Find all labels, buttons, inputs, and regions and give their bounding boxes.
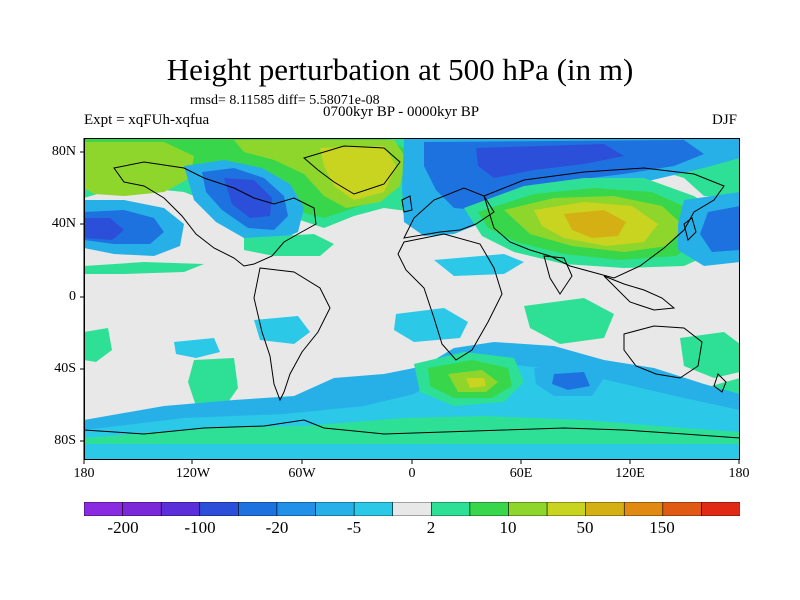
colorbar-label: -20	[265, 518, 289, 537]
colorbar-swatch	[122, 502, 162, 516]
lon-label-60e: 60E	[509, 466, 533, 481]
colorbar-swatch	[353, 502, 394, 516]
field-eurasia-core	[476, 144, 624, 178]
colorbar-swatch	[662, 502, 702, 516]
colorbar-swatch	[84, 502, 124, 516]
field-pacific-green	[84, 262, 204, 274]
field-sp-green-right	[680, 332, 740, 378]
lon-label-120w: 120W	[175, 466, 211, 481]
field-eastpac-core	[84, 218, 124, 240]
lat-label-0: 0	[69, 289, 76, 304]
field-carib-green	[244, 234, 334, 256]
colorbar-swatch	[160, 502, 201, 516]
field-asia-ochre	[564, 210, 626, 238]
europe-coast	[403, 187, 495, 239]
asia-coast	[483, 167, 725, 279]
colorbar-swatch	[701, 502, 740, 516]
lon-label-60w: 60W	[288, 466, 316, 481]
map-panel	[84, 138, 740, 460]
colorbar-swatch	[276, 502, 317, 516]
field-sp-green-left	[84, 328, 112, 362]
greenland-coast	[302, 145, 401, 195]
antarctica-coast	[84, 419, 740, 439]
field-antarctic-cyan	[84, 444, 740, 460]
coastlines	[84, 145, 740, 439]
colorbar-swatch	[430, 502, 471, 516]
newzealand-coast	[713, 373, 727, 393]
lat-label-40s: 40S	[54, 361, 76, 376]
field-sp-green-mid	[188, 358, 238, 408]
season-label: DJF	[712, 112, 738, 128]
seasia-coast	[603, 275, 676, 311]
colorbar-label: -100	[184, 518, 216, 537]
stats-line: rmsd= 8.11585 diff= 5.58071e-08	[190, 93, 380, 108]
field-satl-yellow	[466, 378, 486, 388]
colorbar-swatch	[508, 502, 548, 516]
field-westpac-deepblue	[700, 206, 740, 252]
lat-label-80s: 80S	[54, 433, 76, 448]
colorbar-swatch	[546, 502, 587, 516]
lon-label-0: 0	[408, 466, 416, 481]
field-africa-cyan	[434, 254, 524, 276]
field-indian-green	[524, 298, 614, 344]
uk-coast	[401, 195, 413, 213]
lon-label-180e: 180	[728, 466, 750, 481]
lon-label-120e: 120E	[615, 466, 645, 481]
field-alaska-yellowgreen	[84, 142, 194, 196]
field-tropic-cyan2	[394, 308, 468, 342]
south-america-coast	[253, 267, 331, 402]
colorbar-label: 10	[499, 518, 517, 537]
chart-title: Height perturbation at 500 hPa (in m)	[166, 52, 634, 87]
lat-label-40n: 40N	[51, 216, 76, 231]
colorbar-swatch	[238, 502, 278, 516]
lon-label-180w: 180	[73, 466, 95, 481]
field-tropic-cyan3	[174, 338, 220, 358]
colorbar-label: 50	[576, 518, 594, 537]
africa-coast	[397, 233, 503, 361]
australia-coast	[623, 325, 703, 379]
colorbar-swatch	[199, 502, 239, 516]
japan-coast	[683, 217, 697, 241]
colorbar-swatch	[392, 502, 432, 516]
colorbar	[84, 502, 740, 516]
lat-label-80n: 80N	[51, 144, 76, 159]
colorbar-swatch	[623, 502, 664, 516]
field-sind-deepblue	[552, 372, 590, 390]
north-america-coast	[113, 161, 317, 267]
colorbar-swatch	[585, 502, 625, 516]
colorbar-label: -5	[346, 518, 362, 537]
colorbar-label: -200	[107, 518, 139, 537]
india-coast	[543, 255, 573, 295]
map-ticks	[80, 138, 740, 464]
field-tropic-cyan1	[254, 316, 310, 344]
colorbar-swatch	[469, 502, 509, 516]
colorbar-label: 150	[649, 518, 675, 537]
period-label: 0700kyr BP - 0000kyr BP	[323, 104, 480, 120]
field-canada-core	[224, 178, 272, 218]
experiment-label: Expt = xqFUh-xqfua	[84, 112, 210, 128]
colorbar-label: 2	[426, 518, 436, 537]
colorbar-swatch	[315, 502, 355, 516]
